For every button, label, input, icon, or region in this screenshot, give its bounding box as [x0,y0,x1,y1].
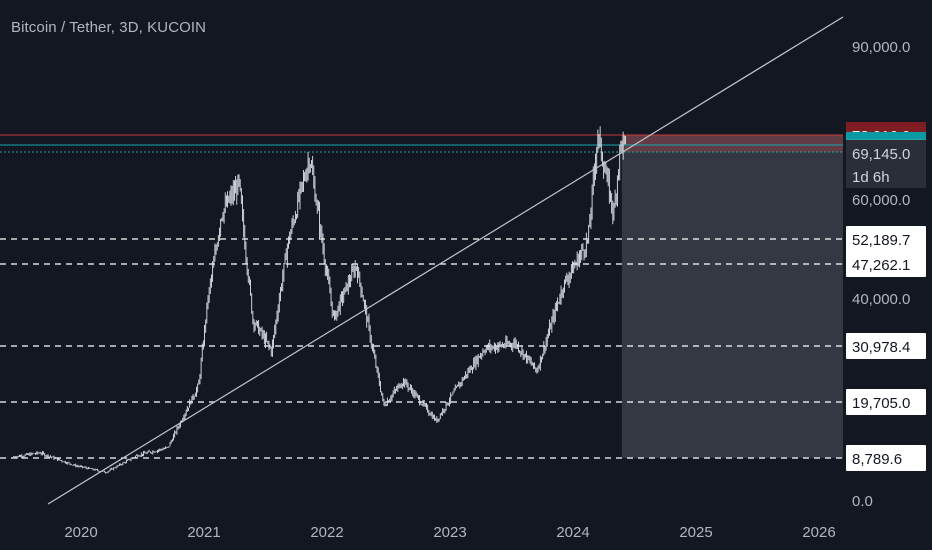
x-tick-label: 2025 [679,524,712,541]
x-tick-label: 2020 [64,524,97,541]
current-price-label: 69,145.0 [852,146,910,163]
level-tag-bg [846,226,926,252]
level-tag-bg [846,389,926,415]
current-price-tag-bg [846,140,926,188]
level-tag-label: 19,705.0 [852,395,910,412]
level-tag-bg [846,445,926,471]
chart-title: Bitcoin / Tether, 3D, KUCOIN [11,19,207,36]
level-tag-label: 30,978.4 [852,339,910,356]
countdown-label: 1d 6h [852,169,890,186]
level-tag-label: 47,262.1 [852,257,910,274]
level-tag-bg [846,251,926,277]
trend-line [47,16,844,505]
y-tick-label: 0.0 [852,493,873,510]
x-tick-label: 2021 [187,524,220,541]
x-tick-label: 2024 [556,524,589,541]
y-tick-label: 60,000.0 [852,192,910,209]
projection-red-zone [621,135,843,152]
y-tick-label: 40,000.0 [852,291,910,308]
x-tick-label: 2022 [310,524,343,541]
projection-gray-zone [621,152,843,458]
level-tag-label: 8,789.6 [852,451,902,468]
x-tick-label: 2026 [802,524,835,541]
x-tick-label: 2023 [433,524,466,541]
level-tag-label: 52,189.7 [852,232,910,249]
y-tick-label: 90,000.0 [852,39,910,56]
level-tag-bg [846,333,926,359]
